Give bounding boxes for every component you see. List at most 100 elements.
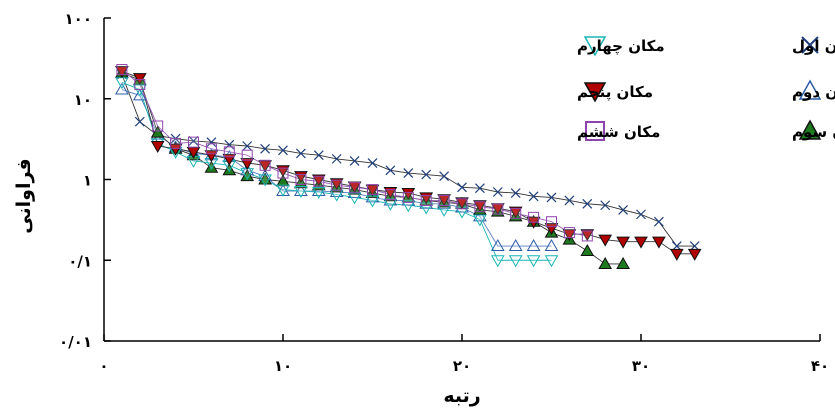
data-point (616, 256, 630, 269)
data-point (313, 150, 324, 161)
series-line-4 (121, 81, 552, 261)
data-point (455, 197, 469, 210)
data-point (168, 143, 183, 156)
data-point (402, 191, 414, 203)
data-point (383, 187, 398, 200)
data-point (277, 167, 289, 179)
data-point (150, 140, 165, 153)
data-point (473, 214, 487, 227)
data-point (188, 136, 199, 146)
data-point (563, 227, 575, 239)
y-tick-label: ۰/۰۱ (59, 333, 92, 351)
data-point (546, 192, 557, 203)
y-axis-label: فراوانی (13, 158, 35, 233)
legend-marker (801, 36, 819, 54)
series-3-markers (115, 65, 630, 269)
series-6-markers (116, 64, 593, 242)
series-markers (115, 64, 702, 269)
data-point (634, 236, 648, 249)
data-point (294, 186, 308, 199)
data-point (385, 165, 396, 176)
data-point (204, 160, 219, 173)
y-tick-label: ۱ (83, 172, 92, 190)
x-tick-label: ۴۰ (811, 357, 829, 375)
data-point (420, 194, 432, 206)
data-point (349, 155, 360, 166)
data-point (222, 163, 237, 176)
data-point (295, 148, 306, 159)
series-5-markers (115, 66, 702, 261)
data-point (401, 200, 416, 213)
data-point (438, 194, 450, 206)
data-point (564, 195, 575, 206)
data-point (240, 158, 255, 171)
data-point (653, 216, 664, 227)
legend-marker (585, 121, 605, 141)
data-point (241, 149, 253, 161)
data-point (313, 175, 325, 187)
data-point (278, 145, 288, 156)
legend-label: مکان دوم (792, 83, 835, 101)
data-point (170, 137, 182, 149)
legend-item: مکان سوم (792, 119, 835, 141)
data-point (437, 194, 451, 207)
data-point (581, 230, 593, 242)
y-ticks: ۰/۰۱ ۰/۱ ۱ ۱۰ ۱۰۰ (59, 10, 111, 351)
data-point (367, 158, 378, 168)
data-point (152, 120, 164, 132)
data-point (115, 66, 129, 79)
data-point (490, 239, 505, 252)
data-point (616, 236, 630, 249)
data-point (687, 248, 702, 261)
data-point (474, 183, 485, 194)
data-point (508, 239, 523, 252)
series-4-markers (115, 77, 559, 268)
data-point (421, 169, 432, 180)
data-point (510, 188, 521, 198)
data-point (367, 184, 378, 196)
data-point (240, 169, 255, 182)
x-tick-label: ۱۰ (274, 357, 292, 375)
y-tick-label: ۱۰ (74, 91, 92, 109)
data-point (401, 188, 416, 201)
data-point (562, 229, 577, 242)
data-point (473, 200, 487, 213)
data-point (439, 171, 450, 182)
data-point (259, 159, 271, 171)
legend-label: مکان چهارم (577, 37, 665, 56)
data-point (311, 187, 326, 200)
data-point (528, 211, 540, 223)
axes (103, 18, 820, 342)
legend-marker (583, 82, 607, 103)
legend-label: مکان سوم (792, 123, 835, 141)
data-point (580, 229, 595, 242)
data-point (598, 256, 613, 269)
data-point (260, 143, 271, 154)
data-point (580, 244, 595, 257)
legend-marker (798, 119, 822, 140)
legend: مکان اول مکان چهارم مکان دوم مکان پنجم مکان … (577, 36, 835, 141)
data-point (223, 146, 235, 158)
data-point (188, 136, 199, 148)
data-point (544, 239, 559, 252)
data-point (600, 200, 611, 211)
data-point (134, 79, 146, 91)
series-line-2 (121, 89, 552, 247)
data-point (618, 204, 629, 215)
data-point (331, 153, 342, 164)
legend-item: مکان ششم (577, 121, 660, 141)
data-point (349, 181, 361, 193)
data-point (365, 184, 380, 197)
x-tick-label: ۰ (99, 357, 108, 375)
data-point (224, 139, 235, 150)
data-point (492, 187, 503, 197)
data-point (116, 64, 128, 76)
data-point (329, 178, 344, 191)
series-2-markers (115, 82, 559, 252)
legend-item: مکان پنجم (577, 82, 653, 103)
legend-label: مکان ششم (577, 123, 660, 141)
y-tick-label: ۱۰۰ (65, 10, 92, 28)
data-point (258, 160, 272, 173)
data-point (510, 207, 522, 219)
